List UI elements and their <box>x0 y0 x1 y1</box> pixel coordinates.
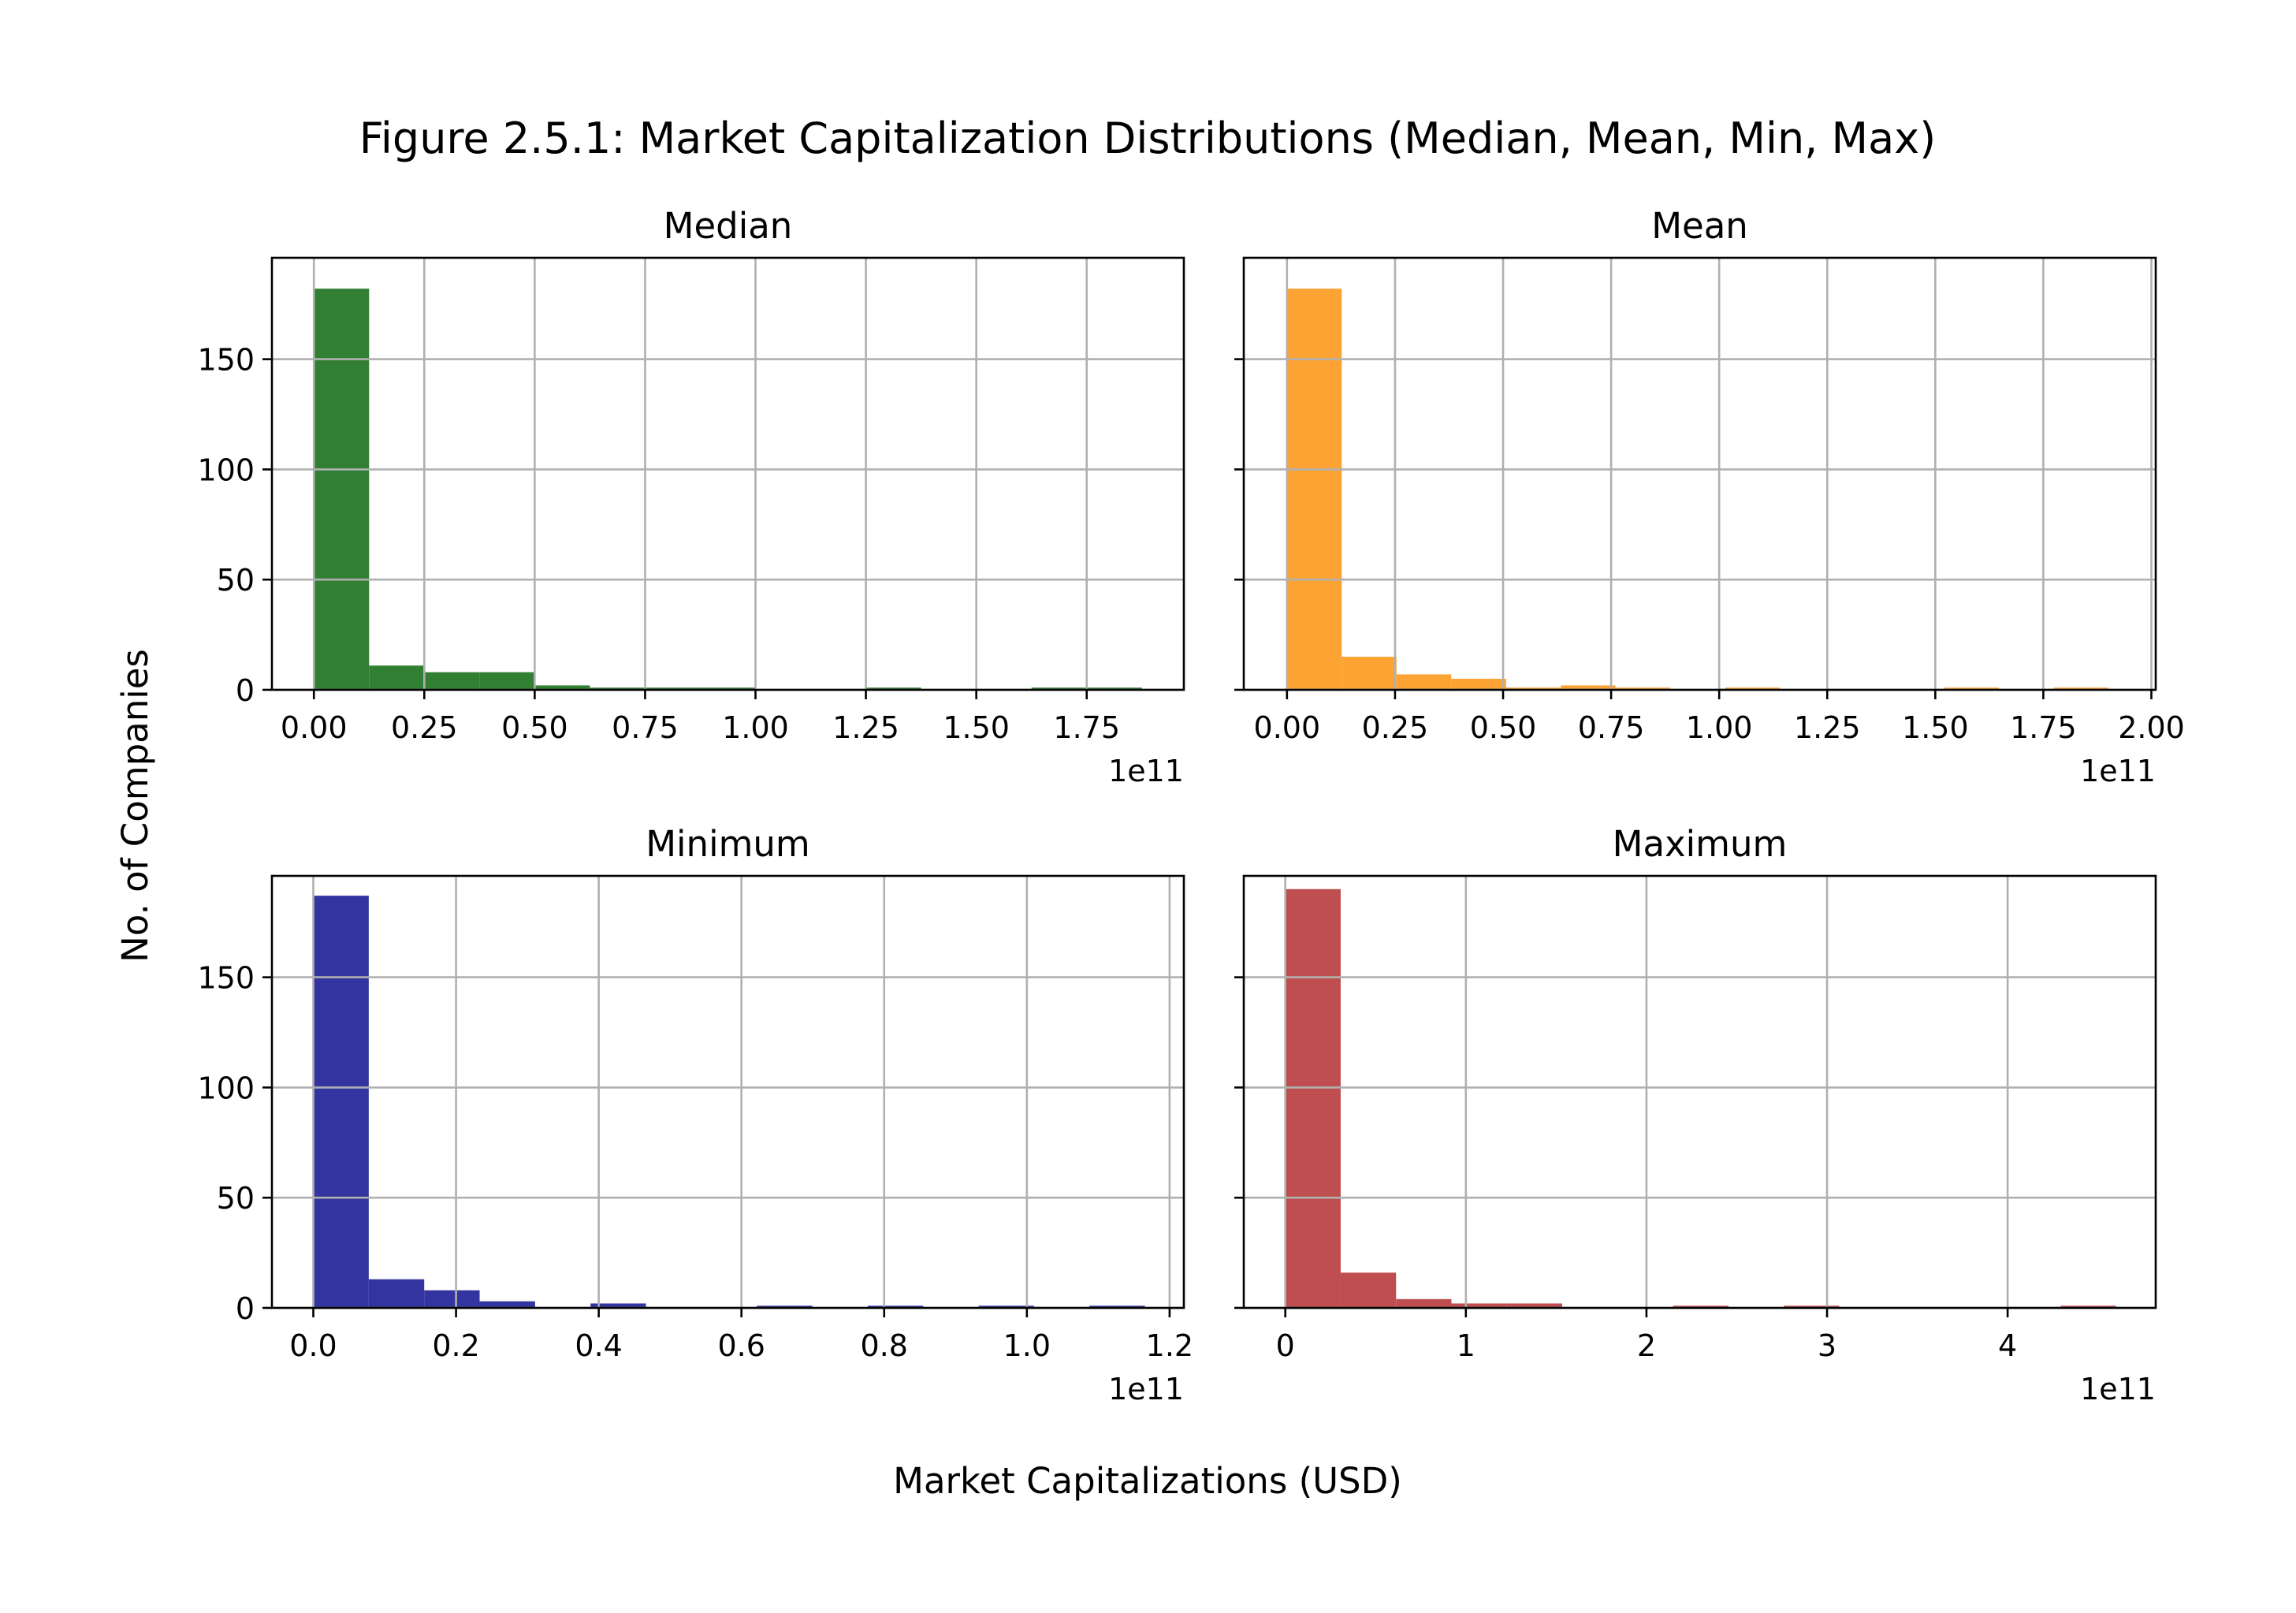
y-tick-label: 100 <box>197 453 255 487</box>
x-tick-label: 0.8 <box>861 1328 908 1363</box>
x-tick-label: 1.00 <box>722 710 789 745</box>
x-tick-label: 1.75 <box>1053 710 1120 745</box>
histogram-bar <box>590 1303 646 1308</box>
x-tick-label: 3 <box>1818 1328 1836 1363</box>
histogram-bar <box>424 672 480 690</box>
x-tick-label: 1.50 <box>943 710 1010 745</box>
subplot-mean: Mean 0.00 0.25 0.50 0.75 1.00 1.25 1.50 1.75 2.00… <box>1234 205 2185 788</box>
histogram-bar <box>368 1279 425 1308</box>
histogram-bar <box>534 685 590 690</box>
subplot-minimum: Minimum 0.0 0.2 0.4 0.6 0.8 1.0 1.2 0 50 100 150 1e1… <box>197 823 1193 1406</box>
x-tick-label: 0 <box>1276 1328 1295 1363</box>
x-tick-label: 2 <box>1637 1328 1656 1363</box>
y-tick-label: 0 <box>236 673 255 708</box>
subplot-maximum: Maximum 0 1 2 3 4 1e11 <box>1234 823 2157 1406</box>
histogram-bar <box>479 1301 535 1308</box>
x-tick-label: 0.4 <box>575 1328 622 1363</box>
histogram-bar <box>1086 687 1142 690</box>
x-tick-label: 0.00 <box>281 710 348 745</box>
y-tick-label: 150 <box>197 961 255 996</box>
x-tick-label: 2.00 <box>2118 710 2185 745</box>
axes-frame <box>270 256 1185 691</box>
x-tick-label: 0.75 <box>1578 710 1645 745</box>
x-tick-label: 1.25 <box>1794 710 1861 745</box>
axes-frame <box>1242 874 2157 1309</box>
x-tick-label: 1.0 <box>1003 1328 1051 1363</box>
histogram-bar <box>1342 657 1397 690</box>
x-tick-label: 1.75 <box>2010 710 2077 745</box>
histogram-bar <box>1673 1306 1729 1308</box>
axes-frame <box>1242 256 2157 691</box>
histogram-bar <box>1286 289 1342 690</box>
histogram-bar <box>1784 1306 1840 1308</box>
x-axis-label: Market Capitalizations (USD) <box>893 1460 1402 1502</box>
histogram-bar <box>313 896 369 1308</box>
x-tick-label: 1 <box>1457 1328 1475 1363</box>
histogram-bar <box>757 1306 813 1308</box>
subplot-title: Minimum <box>646 823 810 865</box>
histogram-bar <box>1031 687 1087 690</box>
histogram-bar <box>1451 679 1506 690</box>
histogram-bar <box>1396 674 1452 690</box>
histogram-bar <box>1089 1306 1145 1308</box>
x-tick-label: 0.00 <box>1254 710 1321 745</box>
histogram-bar <box>645 687 701 690</box>
x-tick-label: 0.50 <box>501 710 568 745</box>
x-tick-label: 0.50 <box>1470 710 1537 745</box>
x-axis-offset-label: 1e11 <box>2080 1372 2156 1406</box>
x-axis-offset-label: 1e11 <box>1108 754 1184 788</box>
x-tick-label: 0.2 <box>432 1328 479 1363</box>
subplot-title: Maximum <box>1613 823 1788 865</box>
histogram-bar <box>1340 1272 1397 1308</box>
x-tick-label: 1.2 <box>1146 1328 1193 1363</box>
histogram-bar <box>1505 687 1561 690</box>
histogram-bar <box>479 672 535 690</box>
y-tick-label: 0 <box>236 1291 255 1326</box>
subplot-title: Median <box>664 205 793 247</box>
histogram-bar <box>1561 685 1616 690</box>
histogram-bar <box>1615 687 1671 690</box>
x-tick-label: 0.0 <box>289 1328 337 1363</box>
figure-title: Figure 2.5.1: Market Capitalization Dist… <box>359 114 1936 163</box>
y-axis-label: No. of Companies <box>114 649 156 963</box>
y-tick-label: 50 <box>217 1181 255 1216</box>
histogram-bar <box>1451 1303 1507 1308</box>
y-tick-label: 50 <box>217 563 255 598</box>
subplot-title: Mean <box>1651 205 1748 247</box>
x-axis-offset-label: 1e11 <box>2080 754 2156 788</box>
histogram-bar <box>700 687 756 690</box>
histogram-bar <box>867 1306 924 1308</box>
x-tick-label: 0.6 <box>717 1328 765 1363</box>
x-tick-label: 1.50 <box>1902 710 1969 745</box>
histogram-bar <box>1944 687 2000 690</box>
histogram-bar <box>1725 687 1781 690</box>
x-tick-label: 0.25 <box>1362 710 1429 745</box>
axes-frame <box>270 874 1185 1309</box>
x-axis-offset-label: 1e11 <box>1108 1372 1184 1406</box>
histogram-bar <box>1396 1298 1452 1308</box>
y-tick-label: 150 <box>197 343 255 378</box>
x-tick-label: 1.25 <box>832 710 899 745</box>
histogram-bar <box>2060 1306 2116 1308</box>
histogram-bar <box>2053 687 2108 690</box>
y-tick-label: 100 <box>197 1071 255 1105</box>
histogram-bar <box>424 1290 480 1308</box>
x-tick-label: 0.75 <box>612 710 679 745</box>
histogram-bar <box>314 289 370 690</box>
histogram-bar <box>865 687 921 690</box>
histogram-bar <box>369 665 425 690</box>
histogram-bar <box>1506 1303 1563 1308</box>
x-tick-label: 0.25 <box>391 710 458 745</box>
x-tick-label: 1.00 <box>1686 710 1753 745</box>
histogram-bar <box>978 1306 1034 1308</box>
histogram-bar <box>1285 888 1341 1308</box>
subplot-median: Median 0.00 0.25 0.50 0.75 1.00 1.25 1.50 1.75 0 5… <box>197 205 1185 788</box>
histogram-bar <box>590 687 646 690</box>
x-tick-label: 4 <box>1998 1328 2017 1363</box>
